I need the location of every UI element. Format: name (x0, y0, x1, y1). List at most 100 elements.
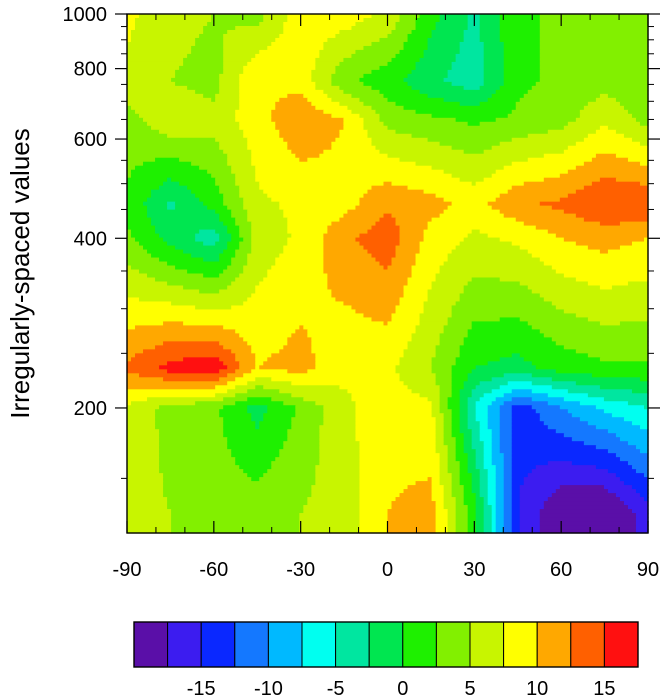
contour-cell (479, 85, 501, 91)
contour-cell (271, 397, 304, 402)
contour-cell (363, 245, 397, 251)
contour-cell (127, 81, 176, 87)
contour-cell (495, 465, 505, 470)
contour-cell (127, 241, 140, 247)
contour-cell (615, 153, 649, 159)
contour-cell (227, 437, 288, 442)
contour-cell (131, 29, 204, 35)
contour-cell (131, 37, 196, 43)
contour-cell (419, 313, 453, 319)
contour-cell (271, 41, 324, 47)
contour-cell (475, 417, 489, 422)
contour-cell (515, 217, 585, 223)
contour-cell (539, 517, 637, 522)
contour-cell (227, 153, 252, 159)
contour-cell (503, 41, 541, 47)
contour-cell (279, 253, 324, 259)
contour-cell (459, 461, 469, 466)
contour-cell (395, 129, 549, 135)
contour-cell (151, 217, 220, 223)
contour-cell (251, 249, 284, 255)
contour-cell (127, 57, 184, 63)
contour-cell (159, 469, 244, 474)
contour-cell (435, 441, 445, 446)
contour-cell (227, 241, 240, 247)
contour-cell (451, 493, 465, 498)
contour-cell (447, 517, 457, 522)
contour-cell (539, 37, 649, 43)
y-tick-label: 200 (74, 398, 107, 420)
contour-cell (131, 229, 156, 235)
contour-cell (355, 421, 437, 426)
x-tick-label: -60 (199, 559, 228, 581)
contour-cell (327, 277, 409, 283)
contour-cell (355, 401, 433, 406)
contour-cell (375, 145, 453, 151)
contour-cell (219, 73, 240, 79)
contour-cell (415, 17, 441, 23)
contour-cell (235, 221, 252, 227)
contour-cell (203, 93, 216, 99)
contour-cell (327, 273, 413, 279)
contour-cell (283, 245, 324, 251)
contour-cell (283, 25, 353, 31)
contour-cell (299, 325, 304, 330)
contour-cell (395, 25, 417, 31)
contour-cell (127, 477, 164, 482)
contour-cell (127, 329, 236, 334)
contour-cell (415, 329, 445, 334)
contour-cell (315, 365, 397, 370)
contour-cell (271, 117, 345, 123)
contour-cell (595, 97, 617, 103)
contour-cell (327, 229, 369, 235)
contour-cell (155, 425, 224, 430)
contour-cell (523, 93, 601, 99)
contour-cell (235, 377, 256, 382)
contour-cell (127, 117, 144, 123)
contour-cell (315, 81, 332, 87)
contour-cell (239, 241, 252, 247)
contour-cell (483, 61, 505, 67)
contour-cell (263, 417, 292, 422)
contour-cell (451, 201, 489, 207)
contour-cell (495, 505, 505, 510)
contour-cell (447, 449, 457, 454)
contour-cell (127, 453, 160, 458)
contour-cell (511, 457, 621, 462)
contour-cell (163, 485, 312, 490)
contour-cell (439, 213, 505, 219)
contour-cell (467, 397, 481, 402)
contour-cell (371, 69, 413, 75)
contour-cell (399, 157, 529, 163)
contour-cell (475, 465, 485, 470)
contour-cell (307, 157, 401, 163)
contour-cell (503, 45, 541, 51)
contour-cell (323, 149, 381, 155)
contour-cell (443, 169, 497, 175)
contour-cell (403, 381, 437, 386)
contour-cell (579, 109, 629, 115)
contour-cell (315, 477, 361, 482)
contour-cell (191, 253, 220, 259)
contour-cell (447, 253, 533, 259)
contour-cell (463, 37, 481, 43)
contour-cell (435, 505, 445, 510)
contour-cell (491, 377, 553, 382)
contour-cell (451, 421, 461, 426)
contour-cell (431, 217, 517, 223)
contour-cell (175, 201, 204, 207)
contour-cell (463, 385, 477, 390)
contour-cell (479, 33, 501, 39)
contour-cell (571, 413, 613, 418)
contour-cell (371, 185, 409, 191)
contour-cell (127, 353, 136, 358)
contour-cell (311, 69, 336, 75)
contour-cell (395, 249, 421, 255)
contour-cell (311, 77, 332, 83)
contour-cell (131, 265, 176, 271)
contour-cell (539, 525, 637, 530)
contour-cell (355, 433, 437, 438)
contour-cell (475, 457, 485, 462)
contour-cell (503, 505, 513, 510)
contour-cell (511, 161, 585, 167)
